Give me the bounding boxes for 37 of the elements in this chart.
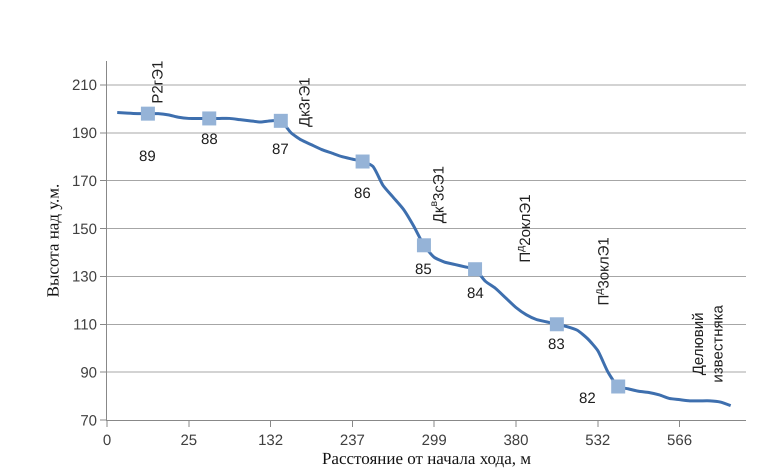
annotation: 86 [354, 185, 371, 202]
point [140, 106, 155, 121]
point [468, 262, 482, 276]
x-tick-label: 380 [503, 432, 528, 449]
x-tick-label: 566 [667, 432, 692, 449]
annotation: Р2гЭ1 [150, 60, 167, 104]
point [611, 379, 626, 394]
y-tick-label: 210 [72, 77, 97, 94]
x-tick-label: 25 [180, 432, 198, 449]
x-tick-label: 237 [340, 432, 365, 449]
x-axis-title: Расстояние от начала хода, м [322, 449, 532, 468]
annotation: 85 [415, 261, 432, 278]
x-tick-label: 132 [258, 432, 284, 449]
point [550, 317, 564, 332]
annotation: Дк3гЭ1 [296, 77, 314, 128]
point [356, 154, 370, 169]
y-axis-title: Высота над у.м. [44, 184, 63, 298]
annotation: Делювий известняка [690, 304, 726, 383]
y-tick-label: 130 [72, 268, 97, 286]
annotation: 87 [272, 141, 289, 158]
y-tick-label: 150 [72, 220, 97, 238]
annotation: 84 [467, 285, 484, 302]
y-tick-label: 110 [73, 316, 97, 334]
x-tick-label: 532 [585, 432, 610, 449]
annotation: 82 [579, 390, 596, 407]
y-tick-label: 190 [72, 125, 97, 142]
annotation: 88 [201, 131, 218, 148]
annotation: 89 [139, 148, 156, 165]
x-tick-label: 0 [102, 432, 112, 449]
annotation: 83 [548, 336, 565, 353]
x-tick-label: 299 [422, 432, 447, 449]
point [274, 114, 288, 128]
y-tick-label: 170 [72, 172, 97, 190]
point [416, 238, 431, 252]
y-tick-label: 70 [80, 412, 97, 430]
point [202, 111, 216, 126]
y-tick-label: 90 [80, 364, 97, 382]
